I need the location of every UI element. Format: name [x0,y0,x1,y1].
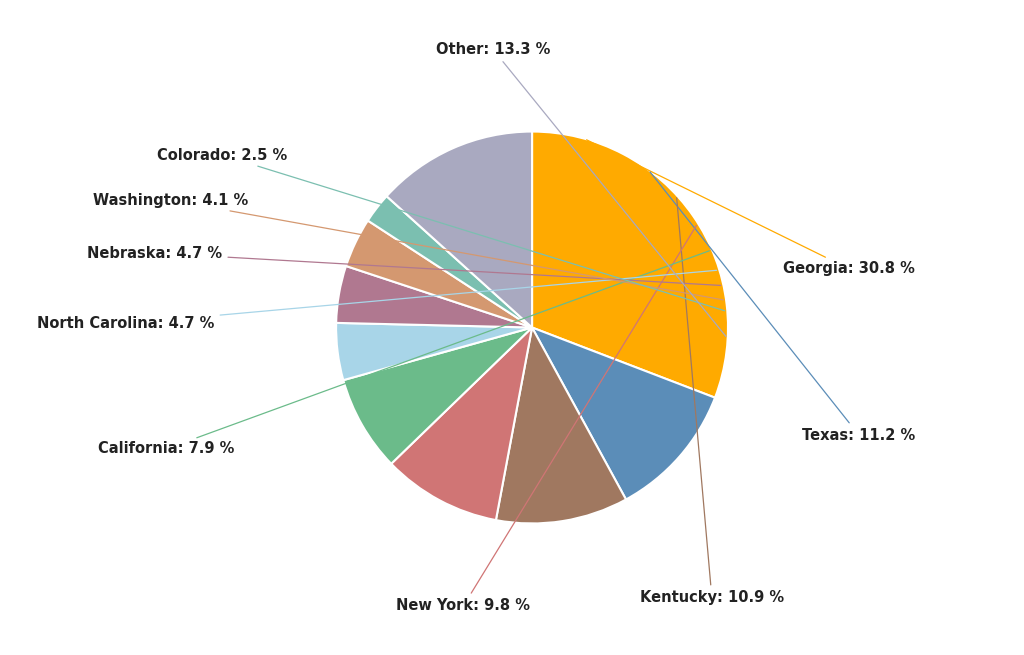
Text: Colorado: 2.5 %: Colorado: 2.5 % [157,147,725,310]
Text: California: 7.9 %: California: 7.9 % [98,251,710,457]
Text: Kentucky: 10.9 %: Kentucky: 10.9 % [640,198,784,605]
Text: New York: 9.8 %: New York: 9.8 % [396,225,696,613]
Text: North Carolina: 4.7 %: North Carolina: 4.7 % [37,271,717,331]
Wedge shape [496,328,626,523]
Wedge shape [343,328,532,464]
Wedge shape [346,221,532,328]
Wedge shape [336,266,532,328]
Wedge shape [368,196,532,328]
Text: Georgia: 30.8 %: Georgia: 30.8 % [587,140,914,276]
Wedge shape [391,328,532,520]
Wedge shape [336,323,532,380]
Text: Washington: 4.1 %: Washington: 4.1 % [92,193,723,300]
Text: Other: 13.3 %: Other: 13.3 % [435,42,726,337]
Wedge shape [532,328,715,500]
Text: Nebraska: 4.7 %: Nebraska: 4.7 % [87,246,721,286]
Wedge shape [532,132,728,398]
Text: Texas: 11.2 %: Texas: 11.2 % [650,172,915,443]
Wedge shape [387,132,532,328]
